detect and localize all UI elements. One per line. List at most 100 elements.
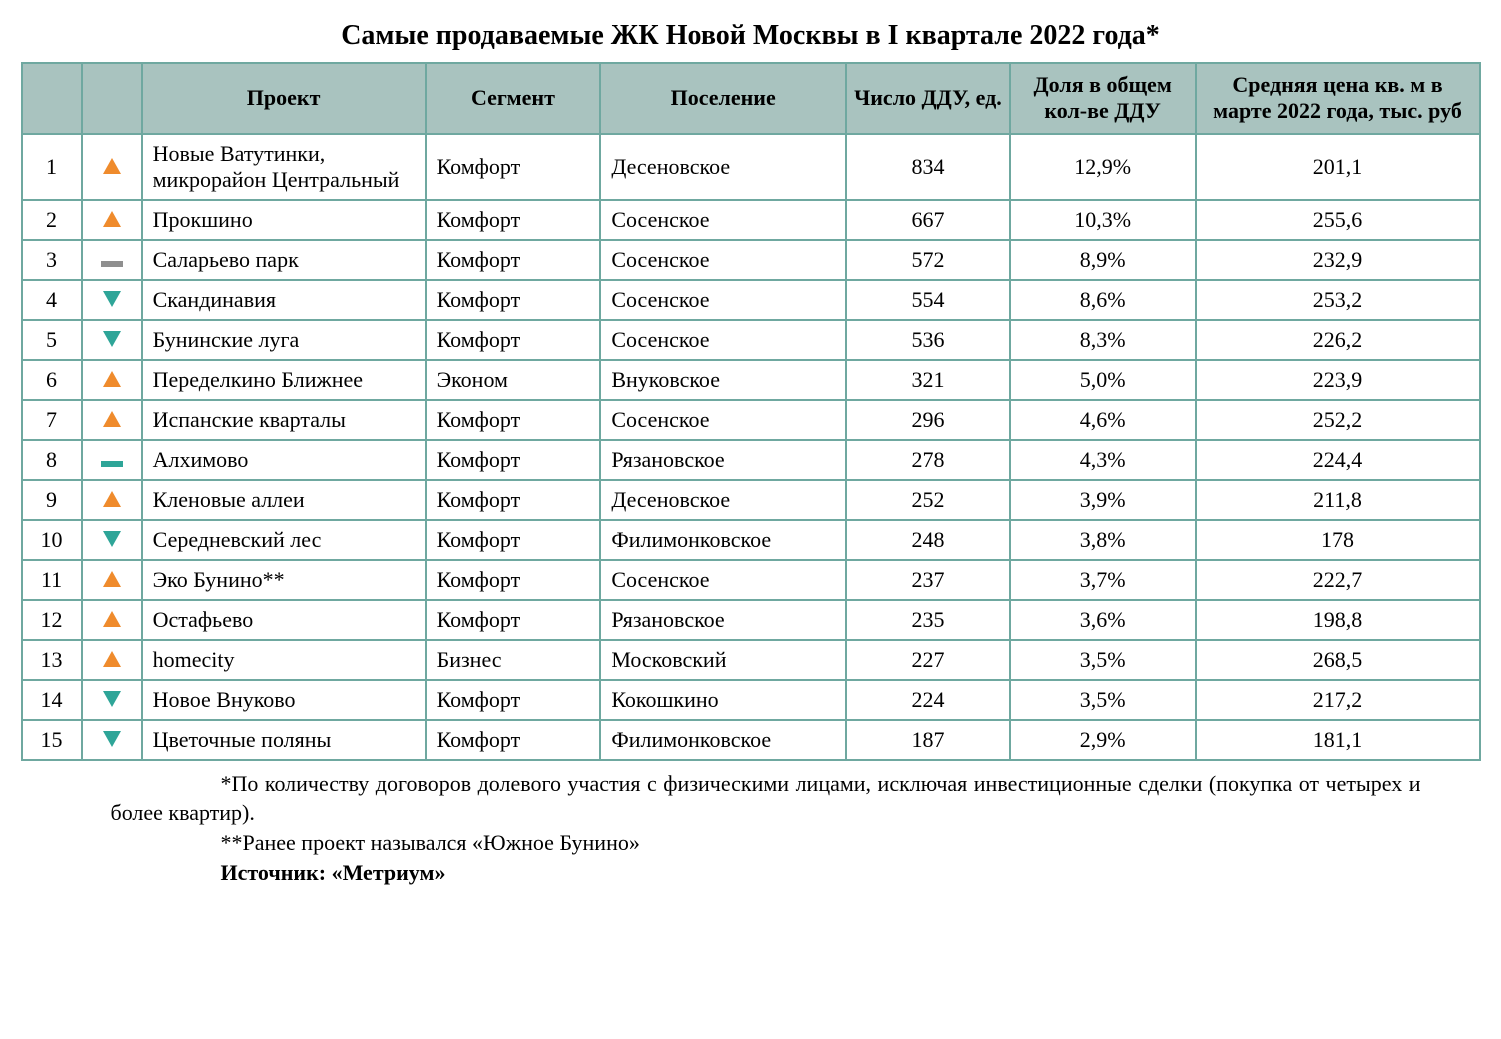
cell-settlement: Сосенское [600,560,846,600]
cell-trend [82,400,142,440]
col-header-settlement: Поселение [600,63,846,134]
cell-settlement: Московский [600,640,846,680]
cell-ddu: 667 [846,200,1010,240]
cell-price: 255,6 [1196,200,1480,240]
cell-settlement: Сосенское [600,400,846,440]
cell-project: Новые Ватутинки, микрорайон Центральный [142,134,426,200]
cell-project: Алхимово [142,440,426,480]
cell-price: 226,2 [1196,320,1480,360]
cell-segment: Комфорт [426,480,601,520]
cell-settlement: Десеновское [600,480,846,520]
table-row: 14Новое ВнуковоКомфортКокошкино2243,5%21… [22,680,1480,720]
cell-trend [82,240,142,280]
cell-rank: 15 [22,720,82,760]
trend-down-icon [103,291,121,307]
cell-share: 4,6% [1010,400,1196,440]
table-row: 8АлхимовоКомфортРязановское2784,3%224,4 [22,440,1480,480]
cell-price: 268,5 [1196,640,1480,680]
cell-rank: 13 [22,640,82,680]
page-container: Самые продаваемые ЖК Новой Москвы в I кв… [21,20,1481,888]
cell-price: 252,2 [1196,400,1480,440]
cell-ddu: 321 [846,360,1010,400]
cell-ddu: 296 [846,400,1010,440]
cell-price: 222,7 [1196,560,1480,600]
footnotes: *По количеству договоров долевого участи… [21,769,1481,888]
cell-project: Саларьево парк [142,240,426,280]
cell-rank: 3 [22,240,82,280]
trend-flat-icon [101,261,123,267]
trend-down-icon [103,731,121,747]
cell-rank: 10 [22,520,82,560]
cell-share: 5,0% [1010,360,1196,400]
trend-up-icon [103,411,121,427]
cell-settlement: Рязановское [600,440,846,480]
cell-settlement: Сосенское [600,320,846,360]
cell-trend [82,280,142,320]
cell-segment: Комфорт [426,680,601,720]
cell-rank: 5 [22,320,82,360]
trend-down-icon [103,531,121,547]
cell-segment: Комфорт [426,200,601,240]
cell-trend [82,720,142,760]
cell-ddu: 252 [846,480,1010,520]
cell-ddu: 224 [846,680,1010,720]
table-row: 15Цветочные поляныКомфортФилимонковское1… [22,720,1480,760]
cell-segment: Комфорт [426,280,601,320]
table-row: 11Эко Бунино**КомфортСосенское2373,7%222… [22,560,1480,600]
cell-trend [82,200,142,240]
cell-share: 2,9% [1010,720,1196,760]
trend-up-icon [103,211,121,227]
table-header-row: Проект Сегмент Поселение Число ДДУ, ед. … [22,63,1480,134]
trend-up-icon [103,611,121,627]
cell-segment: Комфорт [426,440,601,480]
table-row: 9Кленовые аллеиКомфортДесеновское2523,9%… [22,480,1480,520]
cell-price: 211,8 [1196,480,1480,520]
cell-segment: Эконом [426,360,601,400]
cell-price: 201,1 [1196,134,1480,200]
cell-segment: Комфорт [426,600,601,640]
cell-trend [82,360,142,400]
cell-segment: Комфорт [426,134,601,200]
table-row: 4СкандинавияКомфортСосенское5548,6%253,2 [22,280,1480,320]
cell-share: 10,3% [1010,200,1196,240]
cell-project: Переделкино Ближнее [142,360,426,400]
table-row: 6Переделкино БлижнееЭкономВнуковское3215… [22,360,1480,400]
table-row: 2ПрокшиноКомфортСосенское66710,3%255,6 [22,200,1480,240]
cell-rank: 9 [22,480,82,520]
trend-flat-icon [101,461,123,467]
cell-price: 198,8 [1196,600,1480,640]
cell-price: 232,9 [1196,240,1480,280]
cell-rank: 7 [22,400,82,440]
trend-up-icon [103,491,121,507]
cell-ddu: 237 [846,560,1010,600]
cell-share: 12,9% [1010,134,1196,200]
cell-project: Скандинавия [142,280,426,320]
cell-price: 224,4 [1196,440,1480,480]
cell-trend [82,600,142,640]
cell-ddu: 554 [846,280,1010,320]
cell-settlement: Сосенское [600,200,846,240]
cell-trend [82,520,142,560]
cell-segment: Комфорт [426,560,601,600]
cell-rank: 14 [22,680,82,720]
cell-project: Остафьево [142,600,426,640]
table-row: 12ОстафьевоКомфортРязановское2353,6%198,… [22,600,1480,640]
cell-share: 4,3% [1010,440,1196,480]
cell-share: 8,9% [1010,240,1196,280]
col-header-segment: Сегмент [426,63,601,134]
cell-rank: 2 [22,200,82,240]
cell-price: 253,2 [1196,280,1480,320]
trend-down-icon [103,691,121,707]
cell-trend [82,320,142,360]
cell-project: Середневский лес [142,520,426,560]
cell-project: Эко Бунино** [142,560,426,600]
cell-project: Цветочные поляны [142,720,426,760]
cell-project: Испанские кварталы [142,400,426,440]
col-header-project: Проект [142,63,426,134]
cell-rank: 1 [22,134,82,200]
trend-up-icon [103,571,121,587]
footnote-source: Источник: «Метриум» [111,858,1421,888]
table-row: 13homecityБизнесМосковский2273,5%268,5 [22,640,1480,680]
cell-trend [82,560,142,600]
table-row: 1 Новые Ватутинки, микрорайон Центральный… [22,134,1480,200]
